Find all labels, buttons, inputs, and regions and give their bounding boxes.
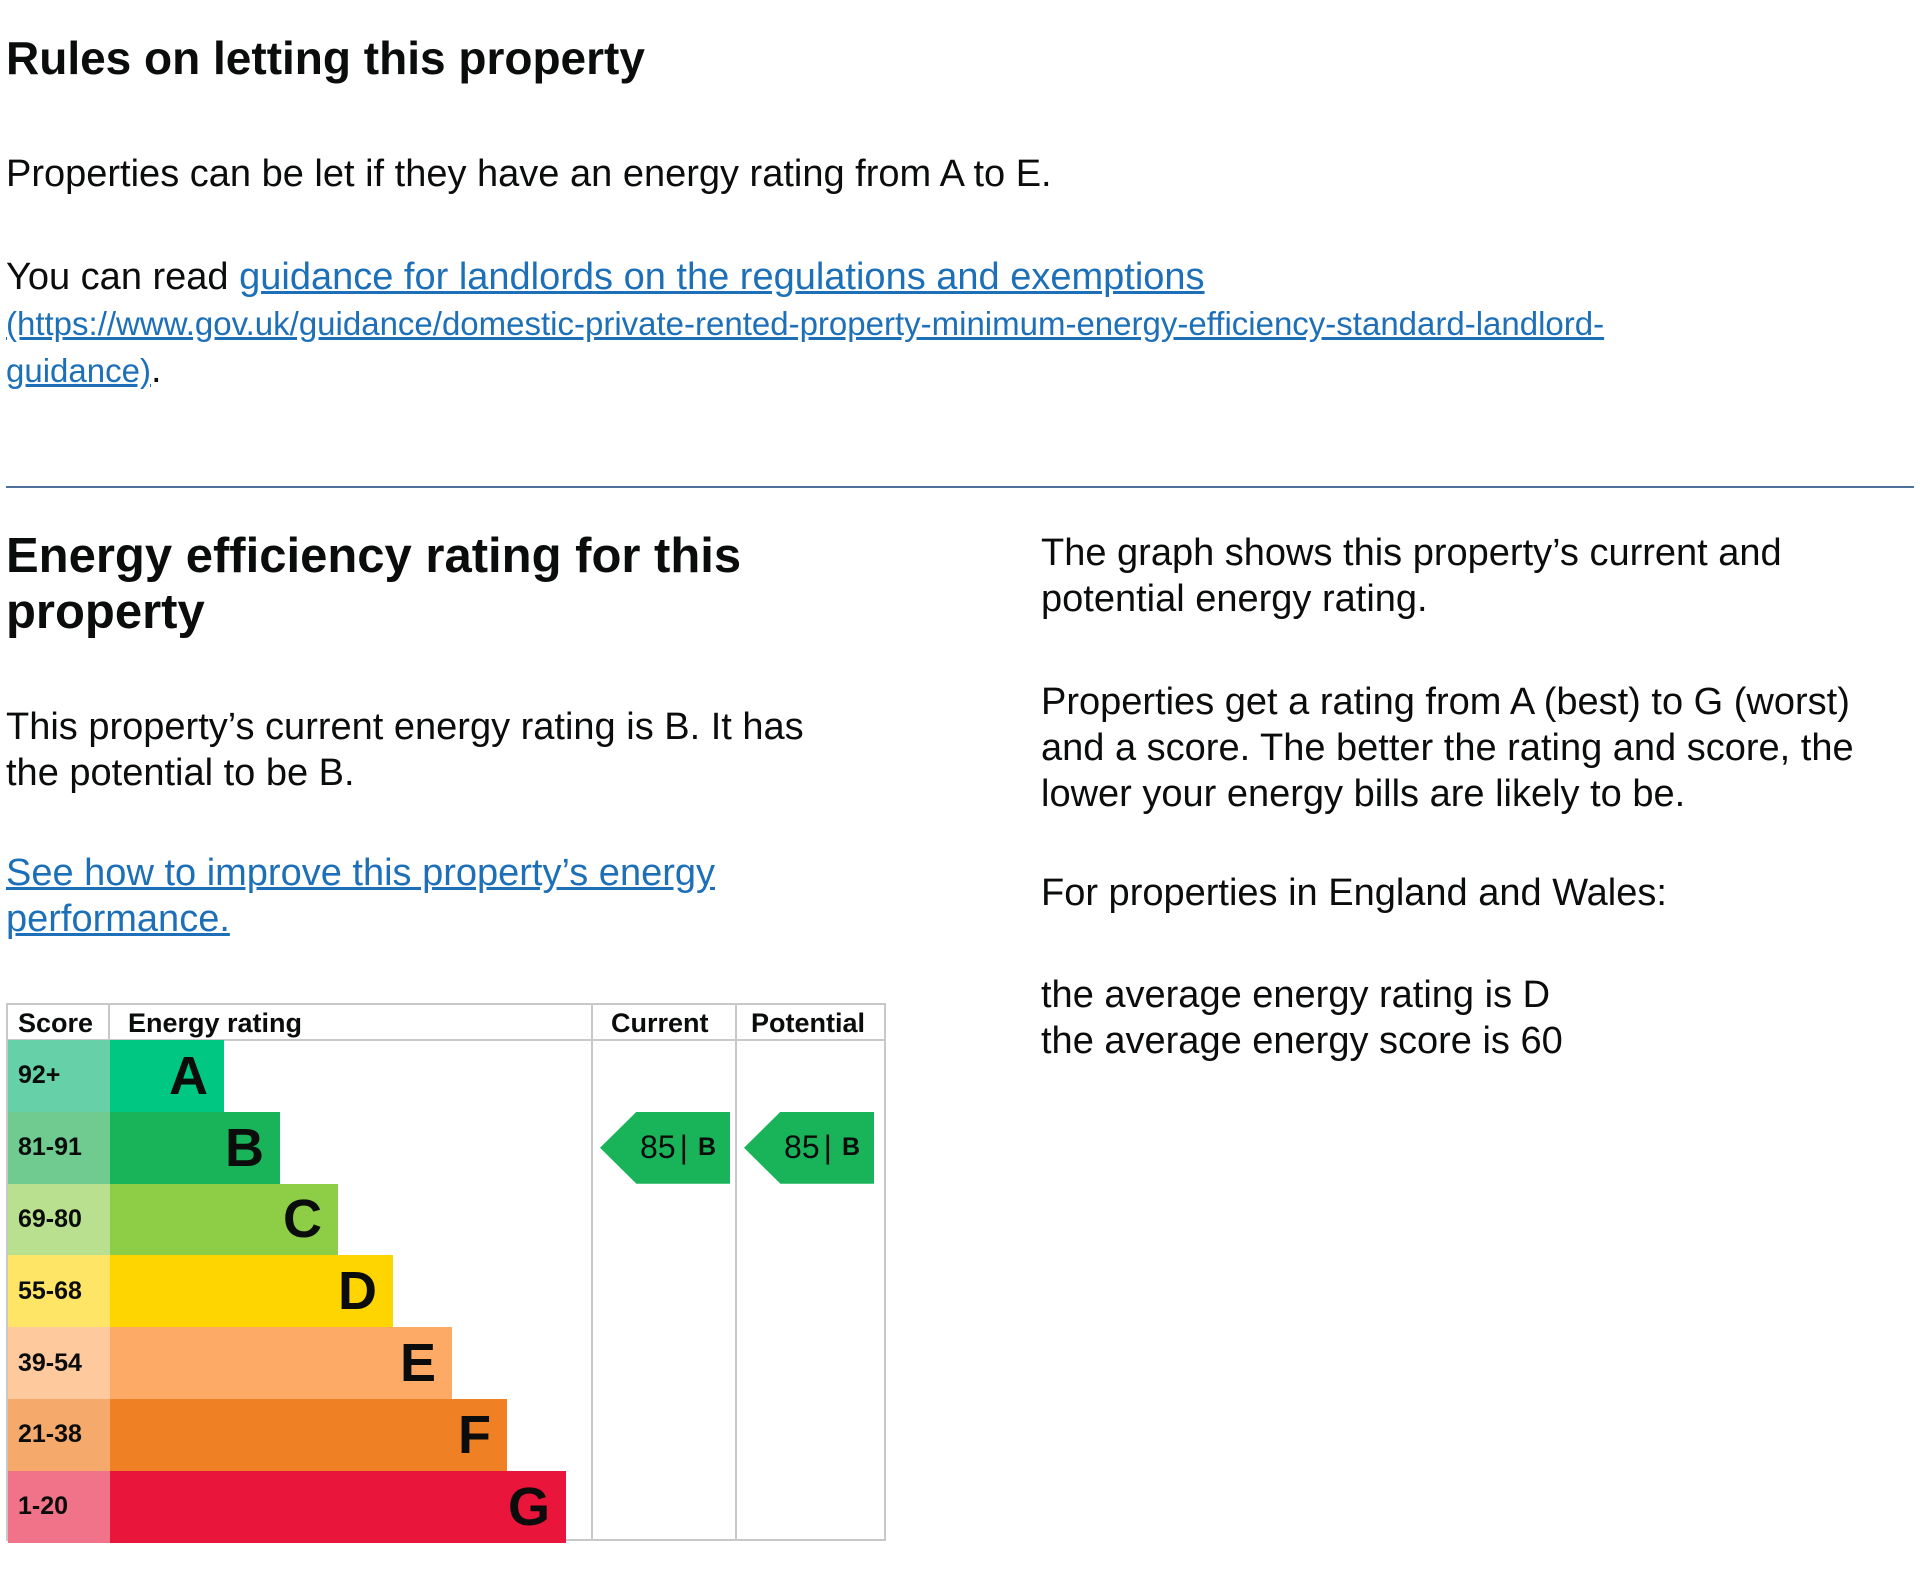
column-divider <box>735 1005 737 1539</box>
rating-bar-f: F <box>110 1399 507 1471</box>
energy-rating-chart: Score Energy rating Current Potential 92… <box>6 1003 886 1543</box>
text-line: The graph shows this property’s current … <box>1041 532 1782 574</box>
rating-bar-b: B <box>110 1111 280 1184</box>
current-header: Current <box>611 1008 709 1038</box>
rating-letter: E <box>399 1333 436 1394</box>
potential-rating-arrow: 85 | B <box>744 1111 874 1184</box>
section-divider <box>6 486 1914 488</box>
separator: | <box>823 1129 832 1166</box>
average-score: the average energy score is 60 <box>1041 1020 1563 1062</box>
average-rating: the average energy rating is D <box>1041 974 1551 1016</box>
current-letter: B <box>697 1133 716 1162</box>
rating-letter: D <box>338 1261 377 1322</box>
text-line: lower your energy bills are likely to be… <box>1041 773 1686 815</box>
rating-letter: F <box>458 1404 491 1465</box>
potential-header: Potential <box>751 1008 866 1038</box>
current-rating-arrow: 85 | B <box>600 1111 730 1184</box>
guidance-prefix: You can read <box>6 256 240 298</box>
summary-line: the potential to be B. <box>6 752 355 794</box>
guidance-link-text[interactable]: guidance for landlords on the regulation… <box>239 256 1205 298</box>
score-range-a: 92+ <box>8 1040 110 1112</box>
rating-bar-c: C <box>110 1183 338 1256</box>
guidance-paragraph: You can read guidance for landlords on t… <box>6 254 1906 394</box>
guidance-suffix: . <box>150 349 162 391</box>
rating-summary: This property’s current energy rating is… <box>6 704 804 796</box>
rating-explanation: Properties get a rating from A (best) to… <box>1041 679 1920 817</box>
score-range-c: 69-80 <box>8 1183 110 1256</box>
rating-bar-g: G <box>110 1470 566 1543</box>
potential-letter: B <box>841 1133 860 1162</box>
efficiency-heading: Energy efficiency rating for this proper… <box>6 529 742 639</box>
header-divider <box>8 1039 884 1041</box>
rating-letter: G <box>507 1476 550 1537</box>
rating-bar-d: D <box>110 1255 393 1328</box>
graph-explanation: The graph shows this property’s current … <box>1041 530 1920 622</box>
score-range-e: 39-54 <box>8 1327 110 1399</box>
rating-bar-a: A <box>110 1040 224 1112</box>
guidance-link-url[interactable]: (https://www.gov.uk/guidance/domestic-pr… <box>6 305 1605 342</box>
improve-paragraph: See how to improve this property’s energ… <box>6 850 715 942</box>
score-range-g: 1-20 <box>8 1470 110 1543</box>
text-line: potential energy rating. <box>1041 578 1428 620</box>
rules-paragraph: Properties can be let if they have an en… <box>6 153 1052 195</box>
rating-letter: C <box>283 1189 322 1250</box>
guidance-link[interactable]: guidance for landlords on the regulation… <box>6 256 1604 391</box>
improve-link-line[interactable]: See how to improve this property’s energ… <box>6 852 715 894</box>
rating-bar-e: E <box>110 1327 452 1399</box>
score-range-b: 81-91 <box>8 1111 110 1184</box>
score-range-f: 21-38 <box>8 1399 110 1471</box>
current-score: 85 <box>640 1129 676 1166</box>
rating-letter: A <box>169 1045 208 1106</box>
text-line: and a score. The better the rating and s… <box>1041 727 1854 769</box>
rules-heading: Rules on letting this property <box>6 32 645 84</box>
rating-letter: B <box>225 1117 264 1178</box>
guidance-link-url-end[interactable]: guidance) <box>6 352 151 389</box>
summary-line: This property’s current energy rating is… <box>6 706 804 748</box>
improve-link-line[interactable]: performance. <box>6 898 230 940</box>
score-header: Score <box>18 1008 94 1038</box>
potential-score: 85 <box>784 1129 820 1166</box>
separator: | <box>679 1129 688 1166</box>
score-range-d: 55-68 <box>8 1255 110 1328</box>
column-divider <box>591 1005 593 1539</box>
improve-energy-link[interactable]: See how to improve this property’s energ… <box>6 852 715 940</box>
region-label: For properties in England and Wales: <box>1041 872 1667 914</box>
rating-header: Energy rating <box>128 1008 303 1038</box>
column-divider <box>108 1005 110 1039</box>
text-line: Properties get a rating from A (best) to… <box>1041 681 1850 723</box>
